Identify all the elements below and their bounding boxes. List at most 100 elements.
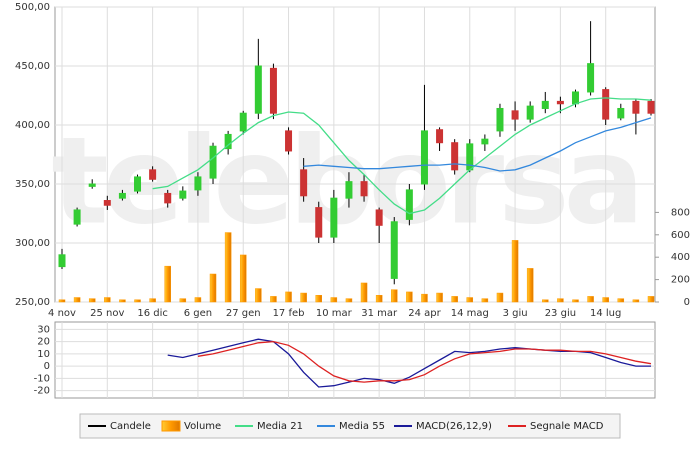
candle-body	[587, 63, 595, 93]
x-tick-label: 3 giu	[503, 308, 528, 319]
x-tick-label: 14 mag	[451, 308, 489, 319]
legend-item[interactable]: MACD(26,12,9)	[394, 421, 492, 432]
candle-body	[526, 105, 534, 120]
legend-label: Candele	[110, 421, 151, 432]
candle-body	[390, 221, 398, 279]
candle-body	[481, 138, 489, 145]
volume-bar	[466, 297, 474, 303]
volume-bar	[375, 295, 383, 303]
y-tick-label: 300,00	[15, 238, 50, 249]
candle-body	[315, 207, 323, 238]
volume-bar	[496, 292, 504, 303]
volume-bar	[315, 295, 322, 303]
legend-item[interactable]: Volume	[161, 420, 221, 432]
volume-bar	[360, 282, 368, 303]
volume-bar	[632, 299, 640, 303]
x-tick-label: 27 gen	[226, 308, 261, 319]
x-tick-label: 17 feb	[273, 308, 305, 319]
x-tick-label: 4 nov	[48, 308, 76, 319]
volume-bar	[602, 297, 609, 303]
volume-bar	[587, 296, 594, 303]
volume-bar	[209, 273, 217, 303]
volume-bar	[526, 268, 534, 303]
volume-bar	[73, 297, 81, 303]
x-tick-label: 14 lug	[590, 308, 621, 319]
volume-bar	[58, 299, 66, 303]
candle-body	[420, 130, 428, 185]
candle-body	[179, 190, 187, 199]
candle-body	[330, 197, 338, 238]
line-series	[197, 340, 652, 383]
candle-body	[602, 89, 610, 120]
candle-body	[239, 112, 247, 132]
candle-body	[360, 181, 368, 197]
candle-body	[118, 192, 126, 199]
y-tick-label: 10	[37, 349, 50, 360]
legend-swatch	[161, 420, 181, 432]
volume-bar	[270, 296, 277, 303]
legend-label: Volume	[184, 421, 221, 432]
y-tick-label: 350,00	[15, 179, 50, 190]
volume-bar	[617, 298, 625, 303]
volume-bar	[104, 297, 111, 303]
candle-body	[451, 142, 459, 171]
candle-body	[209, 145, 217, 179]
y-tick-label: 20	[37, 337, 50, 348]
candle-body	[164, 192, 172, 204]
candle-body	[571, 91, 579, 105]
volume-bar	[647, 296, 655, 303]
y2-tick-label: 200	[671, 275, 690, 286]
candle-body	[436, 129, 444, 144]
candle-body	[254, 65, 262, 114]
volume-bar	[481, 298, 489, 303]
candle-body	[375, 209, 383, 226]
volume-bar	[451, 296, 458, 303]
x-tick-label: 6 gen	[184, 308, 212, 319]
volume-bar	[542, 299, 549, 303]
volume-bar	[255, 288, 262, 303]
volume-bar	[134, 299, 141, 303]
y2-tick-label: 800	[671, 207, 690, 218]
y-tick-label: 400,00	[15, 120, 50, 131]
legend-item[interactable]: Candele	[88, 421, 151, 432]
volume-bar	[330, 297, 338, 303]
volume-bar	[119, 299, 126, 303]
line-series	[303, 117, 652, 172]
x-tick-label: 25 nov	[90, 308, 124, 319]
candle-body	[647, 100, 655, 114]
y-tick-label: 450,00	[15, 61, 50, 72]
candle-body	[405, 189, 413, 220]
legend-item[interactable]: Segnale MACD	[508, 421, 604, 432]
volume-bar	[557, 298, 564, 303]
x-tick-label: 23 giu	[545, 308, 576, 319]
candle-body	[134, 176, 142, 192]
legend-label: MACD(26,12,9)	[416, 421, 492, 432]
volume-bar	[572, 299, 579, 303]
volume-bar	[511, 240, 519, 303]
candle-body	[496, 107, 504, 132]
volume-bar	[421, 293, 428, 303]
x-tick-label: 24 apr	[408, 308, 441, 319]
volume-bar	[164, 265, 171, 303]
volume-bar	[194, 297, 202, 303]
candle-body	[632, 100, 640, 114]
candle-body	[149, 169, 157, 180]
candle-body	[269, 67, 277, 114]
candle-body	[285, 130, 293, 152]
volume-bar	[179, 298, 187, 303]
legend-item[interactable]: Media 55	[317, 421, 385, 432]
candle-body	[556, 100, 564, 105]
volume-bar	[300, 292, 307, 303]
y-tick-label: -20	[34, 386, 50, 397]
legend-label: Segnale MACD	[530, 421, 604, 432]
y-tick-label: -10	[34, 373, 50, 384]
y2-tick-label: 400	[671, 252, 690, 263]
legend-item[interactable]: Media 21	[235, 421, 303, 432]
candle-body	[103, 200, 111, 206]
y-tick-label: 500,00	[15, 2, 50, 13]
y-tick-label: 0	[44, 361, 50, 372]
candle-body	[58, 254, 66, 268]
x-tick-label: 10 mar	[316, 308, 353, 319]
candle-body	[345, 181, 353, 199]
